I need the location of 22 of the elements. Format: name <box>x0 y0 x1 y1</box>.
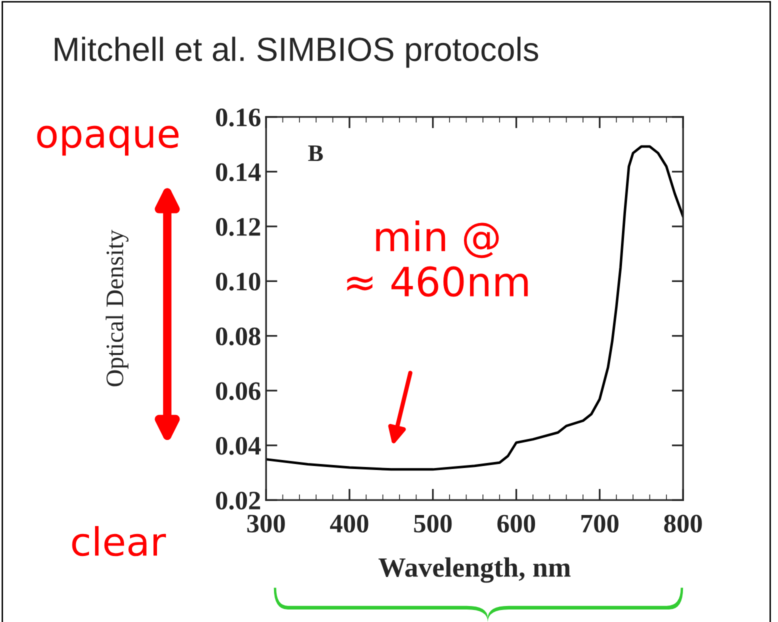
text: opaque <box>37 126 179 156</box>
y-tick-label: 0.14 <box>216 163 261 182</box>
x-tick-label: 400 <box>330 514 368 533</box>
y-tick-label: 0.02 <box>216 492 260 510</box>
y-tick-label: 0.10 <box>216 272 260 291</box>
x-axis-title: Wavelength, nm <box>378 557 571 583</box>
x-tick-label: 600 <box>497 514 536 533</box>
y-tick-label: 0.16 <box>216 108 260 126</box>
y-tick-label: 0.12 <box>216 218 260 236</box>
x-tick-label: 800 <box>664 514 702 533</box>
y-tick-label: 0.04 <box>216 436 261 455</box>
y-axis-title: Optical Density <box>106 230 128 386</box>
line-series <box>266 145 684 471</box>
y-tick-label: 0.08 <box>216 327 260 346</box>
text: clear <box>72 526 166 556</box>
x-tick-label: 500 <box>414 514 452 533</box>
chart-title: Mitchell et al. SIMBIOS protocols <box>54 36 538 68</box>
annotation: B <box>308 145 323 161</box>
annotation: min @ ≈ 460nm <box>347 220 528 297</box>
x-tick-label: 700 <box>581 514 618 533</box>
y-tick-label: 0.06 <box>216 382 260 400</box>
x-tick-label: 300 <box>247 514 285 533</box>
